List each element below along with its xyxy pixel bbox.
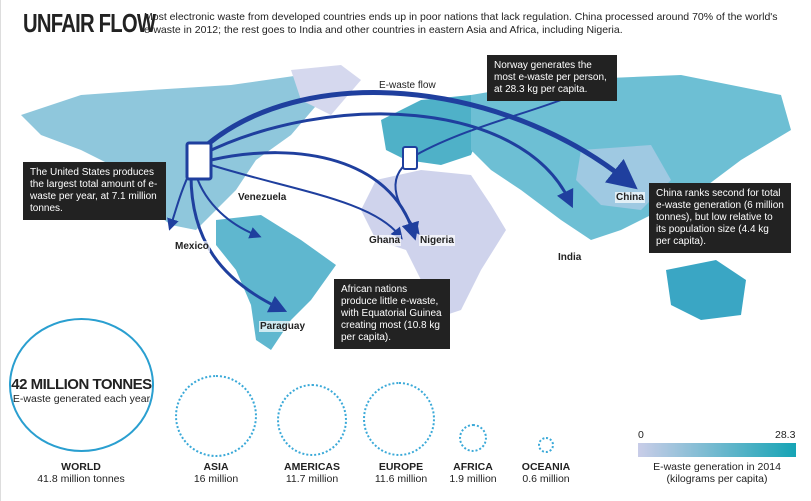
device-icon-europe: [402, 146, 418, 170]
label-mexico: Mexico: [174, 241, 210, 252]
label-paraguay: Paraguay: [259, 321, 307, 332]
intro-text: Most electronic waste from developed cou…: [144, 11, 778, 36]
legend-max: 28.3: [775, 429, 796, 441]
legend-color-scale: [638, 443, 796, 457]
legend-caption: E-waste generation in 2014 (kilograms per…: [653, 461, 781, 485]
region-world: WORLD 41.8 million tonnes: [37, 461, 125, 485]
flow-us-venezuela: [195, 174, 262, 239]
australia: [666, 260, 746, 320]
legend-min: 0: [638, 429, 644, 441]
world-total-circle: 42 MILLION TONNES E-waste generated each…: [9, 318, 154, 452]
greenland: [291, 65, 361, 115]
bubble-europe: [363, 382, 435, 456]
device-icon-us: [185, 141, 213, 181]
callout-norway: Norway generates the most e-waste per pe…: [487, 55, 617, 101]
region-oceania: OCEANIA 0.6 million: [521, 461, 571, 485]
region-americas: AMERICAS 11.7 million: [283, 461, 340, 485]
region-africa: AFRICA 1.9 million: [449, 461, 497, 485]
label-ghana: Ghana: [368, 235, 402, 246]
bubble-asia: [175, 375, 257, 457]
flow-label: E-waste flow: [379, 80, 436, 91]
bubble-africa: [459, 424, 487, 452]
label-india: India: [557, 252, 583, 263]
south-america: [216, 215, 336, 350]
region-europe: EUROPE 11.6 million: [374, 461, 428, 485]
headline-total: 42 MILLION TONNES: [11, 376, 152, 393]
flow-europe-asia: [415, 99, 562, 156]
flow-us-paraguay: [189, 174, 288, 313]
region-asia: ASIA 16 million: [193, 461, 239, 485]
flow-us-india: [200, 112, 574, 209]
flow-us-ghana: [210, 164, 403, 240]
headline-subtitle: E-waste generated each year: [12, 393, 151, 405]
label-venezuela: Venezuela: [237, 192, 288, 203]
flow-us-china: [199, 90, 638, 190]
callout-us: The United States produces the largest t…: [23, 162, 166, 220]
label-nigeria: Nigeria: [419, 235, 455, 246]
callout-africa: African nations produce little e-waste, …: [334, 279, 450, 349]
title: UNFAIR FLOW: [23, 8, 156, 38]
north-america: [21, 75, 321, 230]
bubble-oceania: [538, 437, 554, 453]
callout-china: China ranks second for total e-waste gen…: [649, 183, 791, 253]
label-china: China: [615, 192, 645, 203]
bubble-americas: [277, 384, 347, 456]
